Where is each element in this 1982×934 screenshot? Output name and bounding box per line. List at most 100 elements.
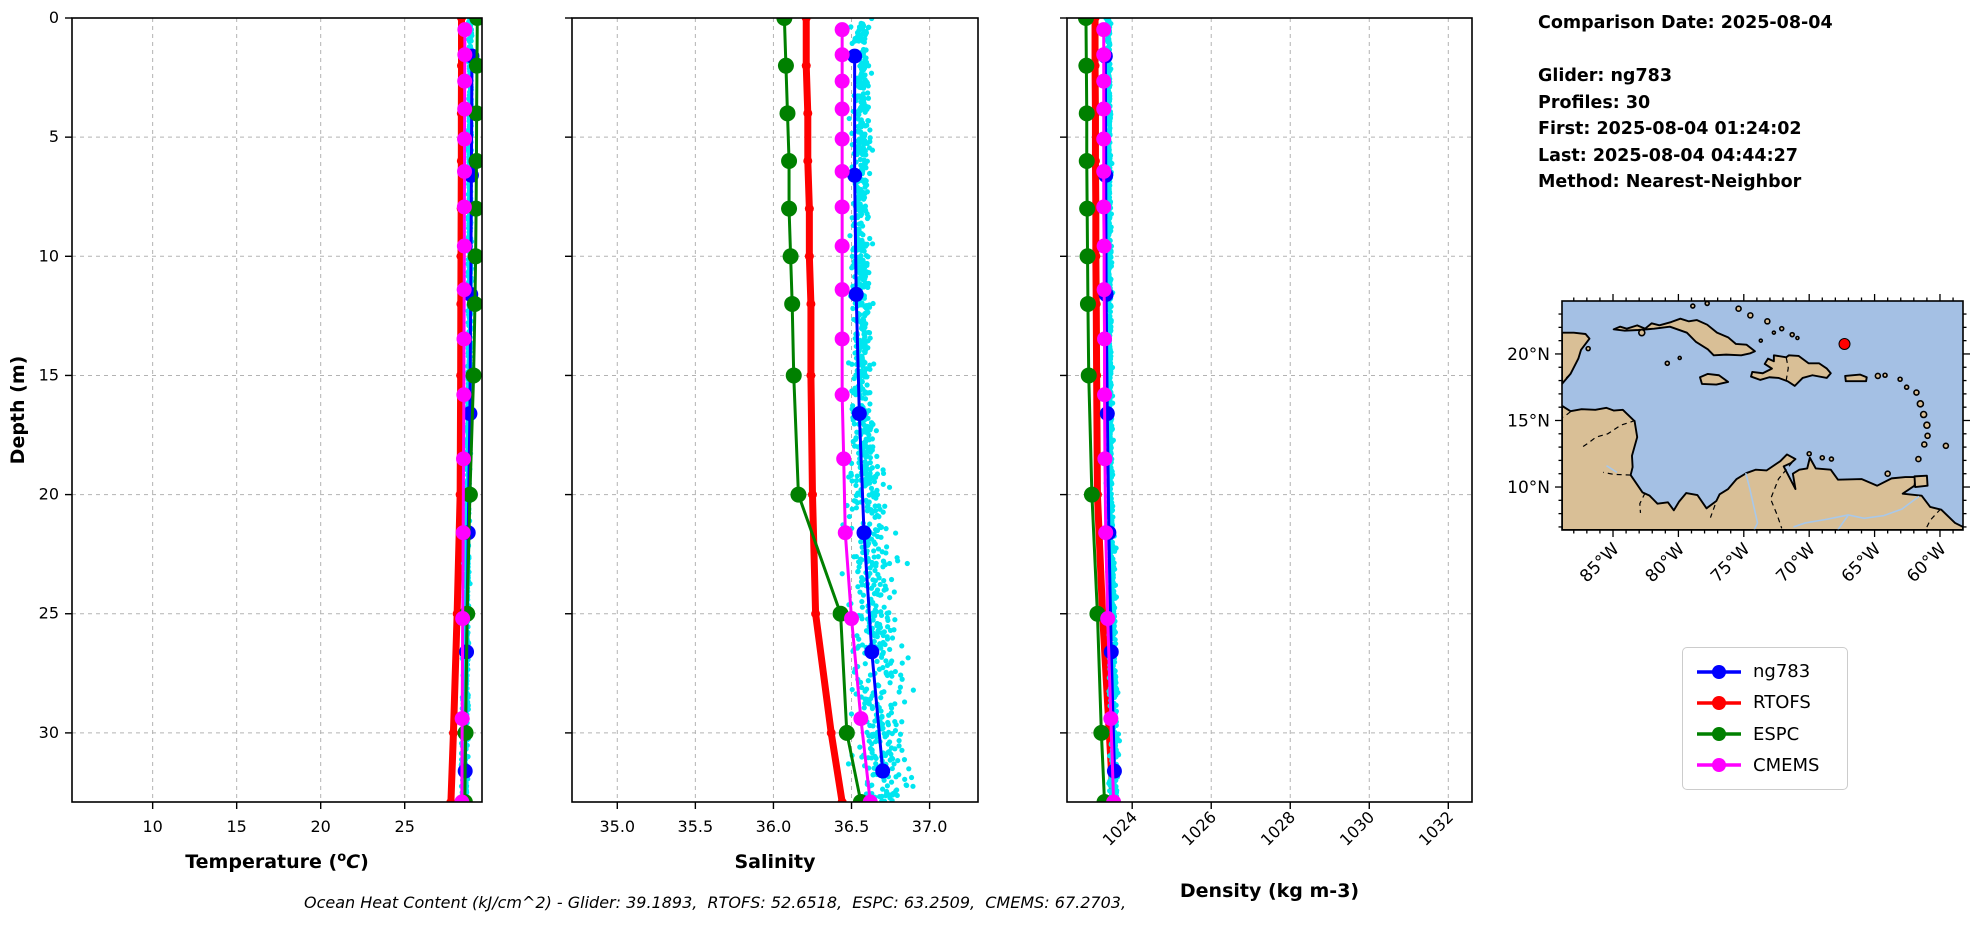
map-tick-marks xyxy=(1555,294,1970,537)
marker-CMEMS xyxy=(1096,238,1112,254)
map-small-islands xyxy=(1585,301,1950,478)
marker-CMEMS xyxy=(853,711,869,727)
info-spacer xyxy=(1538,37,1833,64)
marker-ESPC xyxy=(466,295,482,312)
marker-CMEMS xyxy=(1096,22,1112,38)
map-rivers xyxy=(1606,465,1920,530)
tick-marks xyxy=(565,17,931,809)
y-tick-label: 0 xyxy=(49,8,59,27)
marker-ESPC xyxy=(1079,295,1096,312)
marker-CMEMS xyxy=(844,611,860,627)
marker-ESPC xyxy=(1093,724,1110,741)
marker-CMEMS xyxy=(834,73,850,89)
x-tick-label: 35.5 xyxy=(678,817,714,836)
marker-CMEMS xyxy=(837,525,853,541)
map-x-tick-label: 70°W xyxy=(1772,539,1819,586)
marker-RTOFS xyxy=(807,490,817,500)
marker-CMEMS xyxy=(834,47,850,63)
marker-CMEMS xyxy=(454,794,470,802)
marker-ESPC xyxy=(781,200,798,217)
marker-CMEMS xyxy=(457,73,473,89)
marker-ESPC xyxy=(776,18,793,26)
map-y-tick-label: 20°N xyxy=(1507,345,1550,365)
marker-ESPC xyxy=(467,248,482,265)
legend-item-ng783: ng783 xyxy=(1695,661,1835,682)
axes-frame xyxy=(1066,17,1473,803)
marker-ng783 xyxy=(856,525,872,541)
marker-CMEMS xyxy=(834,387,850,403)
marker-ESPC xyxy=(461,486,478,503)
glider-name-text: Glider: ng783 xyxy=(1538,66,1672,86)
marker-CMEMS xyxy=(457,131,473,147)
marker-ESPC xyxy=(468,152,482,169)
marker-CMEMS xyxy=(1096,131,1112,147)
map-y-tick-label: 10°N xyxy=(1507,478,1550,498)
marker-ESPC xyxy=(777,57,794,74)
x-tick-label: 36.5 xyxy=(834,817,870,836)
map-x-tick-label: 75°W xyxy=(1707,539,1754,586)
marker-CMEMS xyxy=(1097,387,1113,403)
legend-line-marker-CMEMS xyxy=(1697,758,1741,773)
map-x-tick-label: 80°W xyxy=(1642,539,1689,586)
y-axis-label-depth: Depth (m) xyxy=(7,356,29,465)
marker-ESPC xyxy=(468,57,482,74)
marker-ESPC xyxy=(782,248,799,265)
marker-CMEMS xyxy=(457,163,473,179)
marker-CMEMS xyxy=(456,199,472,215)
x-axis-label-temperature: Temperature (oC) xyxy=(185,850,369,873)
tick-marks xyxy=(1060,17,1449,809)
map-frame xyxy=(1561,300,1964,531)
marker-CMEMS xyxy=(834,22,850,38)
marker-ESPC xyxy=(784,295,801,312)
x-tick-label: 36.0 xyxy=(756,817,792,836)
marker-ESPC xyxy=(779,105,796,122)
marker-ESPC xyxy=(838,724,855,741)
marker-CMEMS xyxy=(1096,199,1112,215)
y-tick-label: 15 xyxy=(39,365,59,384)
marker-CMEMS xyxy=(1097,451,1113,467)
marker-CMEMS xyxy=(834,101,850,117)
location-map: 85°W 80°W 75°W 70°W 65°W 60°W 20°N 15°N 10°N xyxy=(1507,294,1970,587)
marker-ng783 xyxy=(864,644,880,660)
landmass-cuba xyxy=(1612,317,1756,357)
marker-CMEMS xyxy=(456,451,472,467)
marker-CMEMS xyxy=(456,331,472,347)
density-panel: 1024 1026 1028 1030 1032 Density (kg m-3) xyxy=(1060,17,1473,902)
marker-CMEMS xyxy=(1106,794,1122,802)
tick-marks xyxy=(65,17,406,809)
legend-item-CMEMS: CMEMS xyxy=(1695,755,1835,776)
y-tick-label: 25 xyxy=(39,604,59,623)
marker-ESPC xyxy=(1078,57,1095,74)
marker-RTOFS xyxy=(804,251,814,261)
series-CMEMS xyxy=(1096,22,1122,802)
series-CMEMS xyxy=(454,22,473,802)
first-profile-time-text: First: 2025-08-04 01:24:02 xyxy=(1538,119,1802,139)
marker-ESPC xyxy=(465,367,482,384)
marker-RTOFS xyxy=(457,18,466,23)
marker-ESPC xyxy=(1080,367,1097,384)
ocean-heat-content-caption: Ocean Heat Content (kJ/cm^2) - Glider: 3… xyxy=(303,893,1127,912)
legend-item-ESPC: ESPC xyxy=(1695,724,1835,745)
method-text: Method: Nearest-Neighbor xyxy=(1538,172,1802,192)
x-tick-label: 25 xyxy=(395,817,415,836)
marker-CMEMS xyxy=(455,611,471,627)
map-y-tick-label: 15°N xyxy=(1507,411,1550,431)
marker-ESPC xyxy=(785,367,802,384)
marker-CMEMS xyxy=(862,794,878,802)
marker-ESPC xyxy=(1079,200,1096,217)
legend-label-RTOFS: RTOFS xyxy=(1753,692,1811,714)
marker-ESPC xyxy=(790,486,807,503)
marker-CMEMS xyxy=(456,387,472,403)
marker-CMEMS xyxy=(455,525,471,541)
glider-position-marker xyxy=(1838,337,1851,350)
x-tick-label: 20 xyxy=(311,817,331,836)
gridlines xyxy=(72,17,482,802)
marker-RTOFS xyxy=(446,797,456,802)
marker-CMEMS xyxy=(834,282,850,298)
axes-frame xyxy=(571,17,979,803)
marker-CMEMS xyxy=(457,101,473,117)
profiles-count-text: Profiles: 30 xyxy=(1538,92,1651,113)
marker-CMEMS xyxy=(1100,611,1116,627)
marker-ng783 xyxy=(1099,406,1115,422)
